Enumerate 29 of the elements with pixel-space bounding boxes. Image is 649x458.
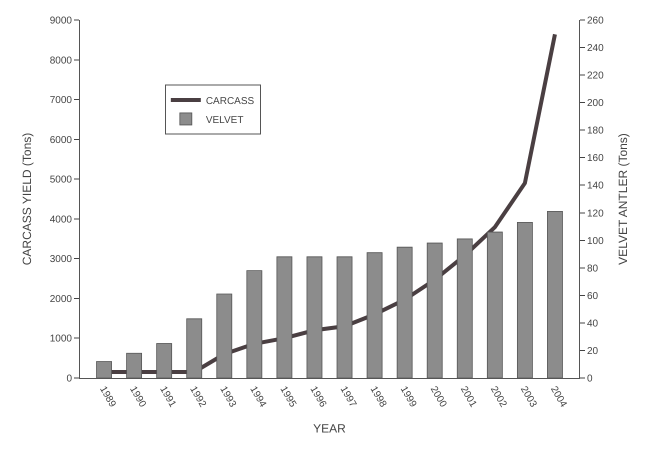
y-axis-title: CARCASS YIELD (Tons): [20, 132, 34, 266]
legend-label: CARCASS: [206, 96, 255, 107]
y2-tick-label: 160: [587, 153, 604, 164]
y2-tick-label: 260: [587, 16, 604, 26]
y-tick-label: 8000: [50, 55, 72, 66]
y-tick-label: 2000: [50, 294, 72, 305]
y-tick-label: 7000: [50, 95, 72, 106]
y2-tick-label: 0: [587, 374, 593, 384]
y2-tick-label: 180: [587, 126, 604, 137]
y2-tick-label: 60: [587, 290, 599, 302]
y2-tick-label: 80: [587, 263, 599, 274]
y2-tick-label: 220: [587, 70, 604, 82]
y2-tick-label: 240: [587, 43, 604, 54]
y2-tick-label: 20: [587, 346, 599, 357]
y2-tick-label: 100: [587, 236, 604, 247]
y-tick-label: 3000: [50, 254, 72, 266]
y-tick-label: 4000: [50, 214, 72, 226]
y2-tick-label: 120: [587, 208, 604, 220]
y-tick-label: 9000: [50, 16, 72, 26]
y2-tick-label: 40: [587, 318, 599, 330]
x-axis-title: YEAR: [313, 422, 346, 436]
legend-label: VELVET: [206, 114, 244, 126]
y-tick-label: 0: [66, 374, 72, 384]
y2-axis-title: VELVET ANTLER (Tons): [616, 133, 630, 265]
y2-tick-label: 200: [587, 98, 604, 110]
y-tick-label: 6000: [50, 134, 72, 146]
y-tick-label: 5000: [50, 174, 72, 186]
y2-tick-label: 140: [587, 180, 604, 192]
y-tick-label: 1000: [50, 334, 72, 345]
